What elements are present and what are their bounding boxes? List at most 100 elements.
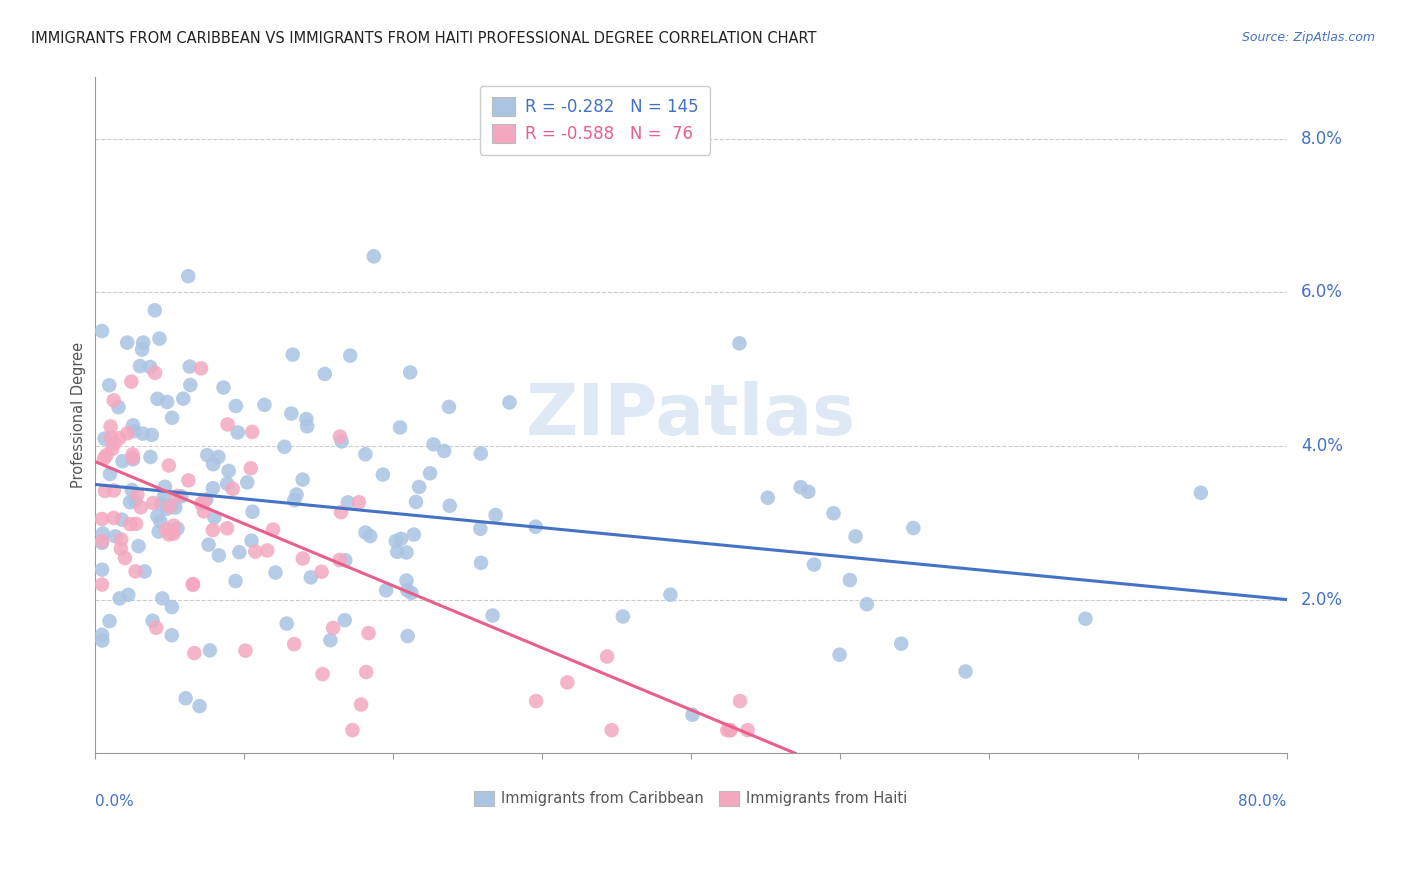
Text: 6.0%: 6.0% <box>1301 284 1343 301</box>
Point <box>283 637 305 651</box>
Point <box>311 667 333 681</box>
Point <box>283 493 305 508</box>
Text: Source: ZipAtlas.com: Source: ZipAtlas.com <box>1241 31 1375 45</box>
Point <box>557 675 579 690</box>
Point <box>470 446 492 460</box>
Point <box>100 431 122 445</box>
Point <box>104 529 127 543</box>
Point <box>218 464 240 478</box>
Point <box>221 482 243 496</box>
Point <box>98 614 121 628</box>
Point <box>121 450 143 465</box>
Point <box>93 451 115 466</box>
Point <box>142 496 165 510</box>
Point <box>121 483 143 497</box>
Point <box>157 527 180 541</box>
Point <box>179 359 201 374</box>
Point <box>389 532 412 546</box>
Point <box>103 436 125 450</box>
Point <box>117 588 139 602</box>
Point <box>339 349 361 363</box>
Point <box>190 497 212 511</box>
Point <box>145 621 167 635</box>
Point <box>329 553 352 567</box>
Point <box>98 467 121 481</box>
Point <box>955 665 977 679</box>
Point <box>91 526 114 541</box>
Point <box>716 723 738 738</box>
Point <box>408 480 430 494</box>
Point <box>737 723 759 738</box>
Point <box>437 400 460 414</box>
Point <box>132 426 155 441</box>
Point <box>195 448 218 462</box>
Point <box>201 523 224 537</box>
Point <box>720 723 742 738</box>
Point <box>103 511 125 525</box>
Point <box>291 551 314 566</box>
Point <box>91 533 114 548</box>
Point <box>111 454 134 468</box>
Point <box>108 431 131 445</box>
Point <box>195 492 218 507</box>
Point <box>756 491 779 505</box>
Point <box>470 522 492 536</box>
Point <box>728 694 751 708</box>
Point <box>350 698 373 712</box>
Point <box>160 600 183 615</box>
Point <box>121 447 143 461</box>
Point <box>596 649 619 664</box>
Point <box>803 558 825 572</box>
Point <box>107 401 129 415</box>
Point <box>314 367 336 381</box>
Point <box>179 378 201 392</box>
Point <box>114 551 136 566</box>
Point <box>239 461 262 475</box>
Point <box>789 480 811 494</box>
Point <box>225 399 247 413</box>
Point <box>422 437 444 451</box>
Point <box>120 375 142 389</box>
Point <box>142 614 165 628</box>
Point <box>322 621 344 635</box>
Point <box>125 516 148 531</box>
Point <box>828 648 851 662</box>
Point <box>174 691 197 706</box>
Point <box>524 694 547 708</box>
Point <box>91 324 114 338</box>
Point <box>110 533 132 547</box>
Point <box>94 483 117 498</box>
Point <box>399 365 422 379</box>
Point <box>207 450 229 464</box>
Point <box>797 484 820 499</box>
Point <box>153 490 176 504</box>
Point <box>256 543 278 558</box>
Point <box>299 570 322 584</box>
Point <box>177 269 200 284</box>
Point <box>198 643 221 657</box>
Point <box>155 523 177 537</box>
Point <box>139 359 162 374</box>
Point <box>329 429 352 443</box>
Point <box>183 646 205 660</box>
Point <box>401 586 423 600</box>
Point <box>225 574 247 588</box>
Point <box>844 529 866 543</box>
Point <box>91 563 114 577</box>
Point <box>215 521 238 535</box>
Point <box>208 549 231 563</box>
Point <box>659 588 682 602</box>
Point <box>160 499 183 513</box>
Point <box>127 488 149 502</box>
Point <box>354 525 377 540</box>
Point <box>212 380 235 394</box>
Point <box>122 452 145 467</box>
Point <box>202 457 225 471</box>
Point <box>405 495 427 509</box>
Point <box>148 524 170 539</box>
Point <box>600 723 623 738</box>
Point <box>395 574 418 588</box>
Point <box>333 613 356 627</box>
Point <box>157 458 180 473</box>
Point <box>264 566 287 580</box>
